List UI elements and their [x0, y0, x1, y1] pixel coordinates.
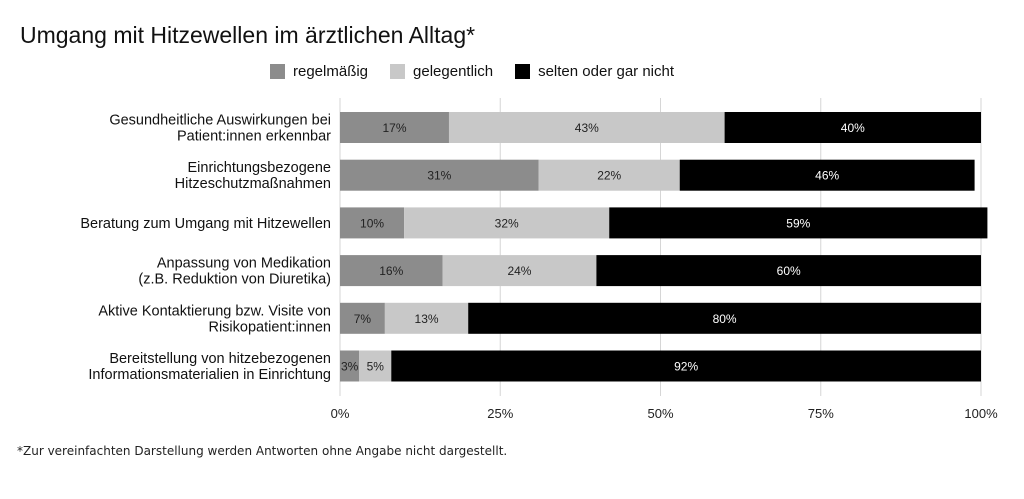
data-label-gelegentlich: 43% — [575, 121, 599, 135]
bar-gelegentlich — [538, 159, 680, 191]
legend-swatch-selten — [515, 64, 531, 79]
legend: regelmäßig gelegentlich selten oder gar … — [270, 63, 696, 80]
legend-swatch-regelmaessig — [270, 64, 285, 79]
data-label-regelmaessig: 17% — [382, 121, 406, 135]
legend-swatch-gelegentlich — [390, 64, 406, 79]
legend-item-gelegentlich: gelegentlich — [390, 63, 493, 80]
bar-regelmaessig — [340, 350, 360, 382]
category-label: Beratung zum Umgang mit Hitzewellen — [80, 216, 331, 232]
bar-gelegentlich — [404, 207, 610, 239]
data-label-gelegentlich: 5% — [367, 360, 385, 374]
chart-title: Umgang mit Hitzewellen im ärztlichen All… — [20, 22, 476, 48]
bar-selten-oder-gar-nicht — [391, 350, 981, 382]
data-label-selten-oder-gar-nicht: 92% — [674, 360, 698, 374]
legend-label-selten: selten oder gar nicht — [538, 63, 675, 80]
footnote: *Zur vereinfachten Darstellung werden An… — [17, 444, 508, 458]
bar-gelegentlich — [448, 112, 725, 143]
data-label-selten-oder-gar-nicht: 80% — [713, 312, 737, 326]
category-label: Einrichtungsbezogene Hitzeschutzmaßnahmen — [175, 160, 331, 192]
data-label-gelegentlich: 22% — [597, 169, 621, 183]
category-label: Bereitstellung von hitzebezogenen Informa… — [88, 351, 331, 383]
data-label-regelmaessig: 7% — [354, 312, 372, 326]
data-label-gelegentlich: 32% — [495, 216, 519, 230]
bar-selten-oder-gar-nicht — [609, 207, 988, 239]
bar-gelegentlich — [359, 350, 392, 382]
category-label: Aktive Kontaktierung bzw. Visite von Risi… — [98, 303, 331, 335]
data-label-regelmaessig: 31% — [427, 169, 451, 183]
bar-gelegentlich — [384, 302, 469, 334]
category-label: Gesundheitliche Auswirkungen bei Patient:… — [109, 113, 331, 145]
bar-regelmaessig — [340, 159, 539, 191]
bar-regelmaessig — [340, 112, 449, 143]
data-label-gelegentlich: 24% — [507, 264, 531, 278]
x-tick-label: 0% — [331, 406, 350, 421]
data-label-selten-oder-gar-nicht: 59% — [786, 216, 810, 230]
bar-selten-oder-gar-nicht — [596, 255, 981, 287]
data-label-selten-oder-gar-nicht: 46% — [815, 169, 839, 183]
x-tick-label: 25% — [487, 406, 513, 421]
data-label-regelmaessig: 10% — [360, 216, 384, 230]
x-tick-label: 75% — [808, 406, 834, 421]
legend-label-regelmaessig: regelmäßig — [293, 63, 369, 80]
bar-regelmaessig — [340, 302, 385, 334]
data-label-gelegentlich: 13% — [415, 312, 439, 326]
data-label-regelmaessig: 16% — [379, 264, 403, 278]
data-label-selten-oder-gar-nicht: 40% — [841, 121, 865, 135]
legend-item-regelmaessig: regelmäßig — [270, 63, 368, 80]
bar-regelmaessig — [340, 255, 443, 287]
bar-selten-oder-gar-nicht — [679, 159, 975, 191]
x-tick-label: 50% — [647, 406, 673, 421]
category-label: Anpassung von Medikation (z.B. Reduktion … — [138, 256, 331, 288]
bar-selten-oder-gar-nicht — [724, 112, 981, 143]
legend-item-selten: selten oder gar nicht — [515, 63, 674, 80]
bar-gelegentlich — [442, 255, 597, 287]
bar-selten-oder-gar-nicht — [468, 302, 981, 334]
x-tick-label: 100% — [964, 406, 998, 421]
bar-regelmaessig — [340, 207, 405, 239]
legend-label-gelegentlich: gelegentlich — [413, 63, 494, 80]
data-label-selten-oder-gar-nicht: 60% — [777, 264, 801, 278]
data-label-regelmaessig: 3% — [341, 360, 359, 374]
